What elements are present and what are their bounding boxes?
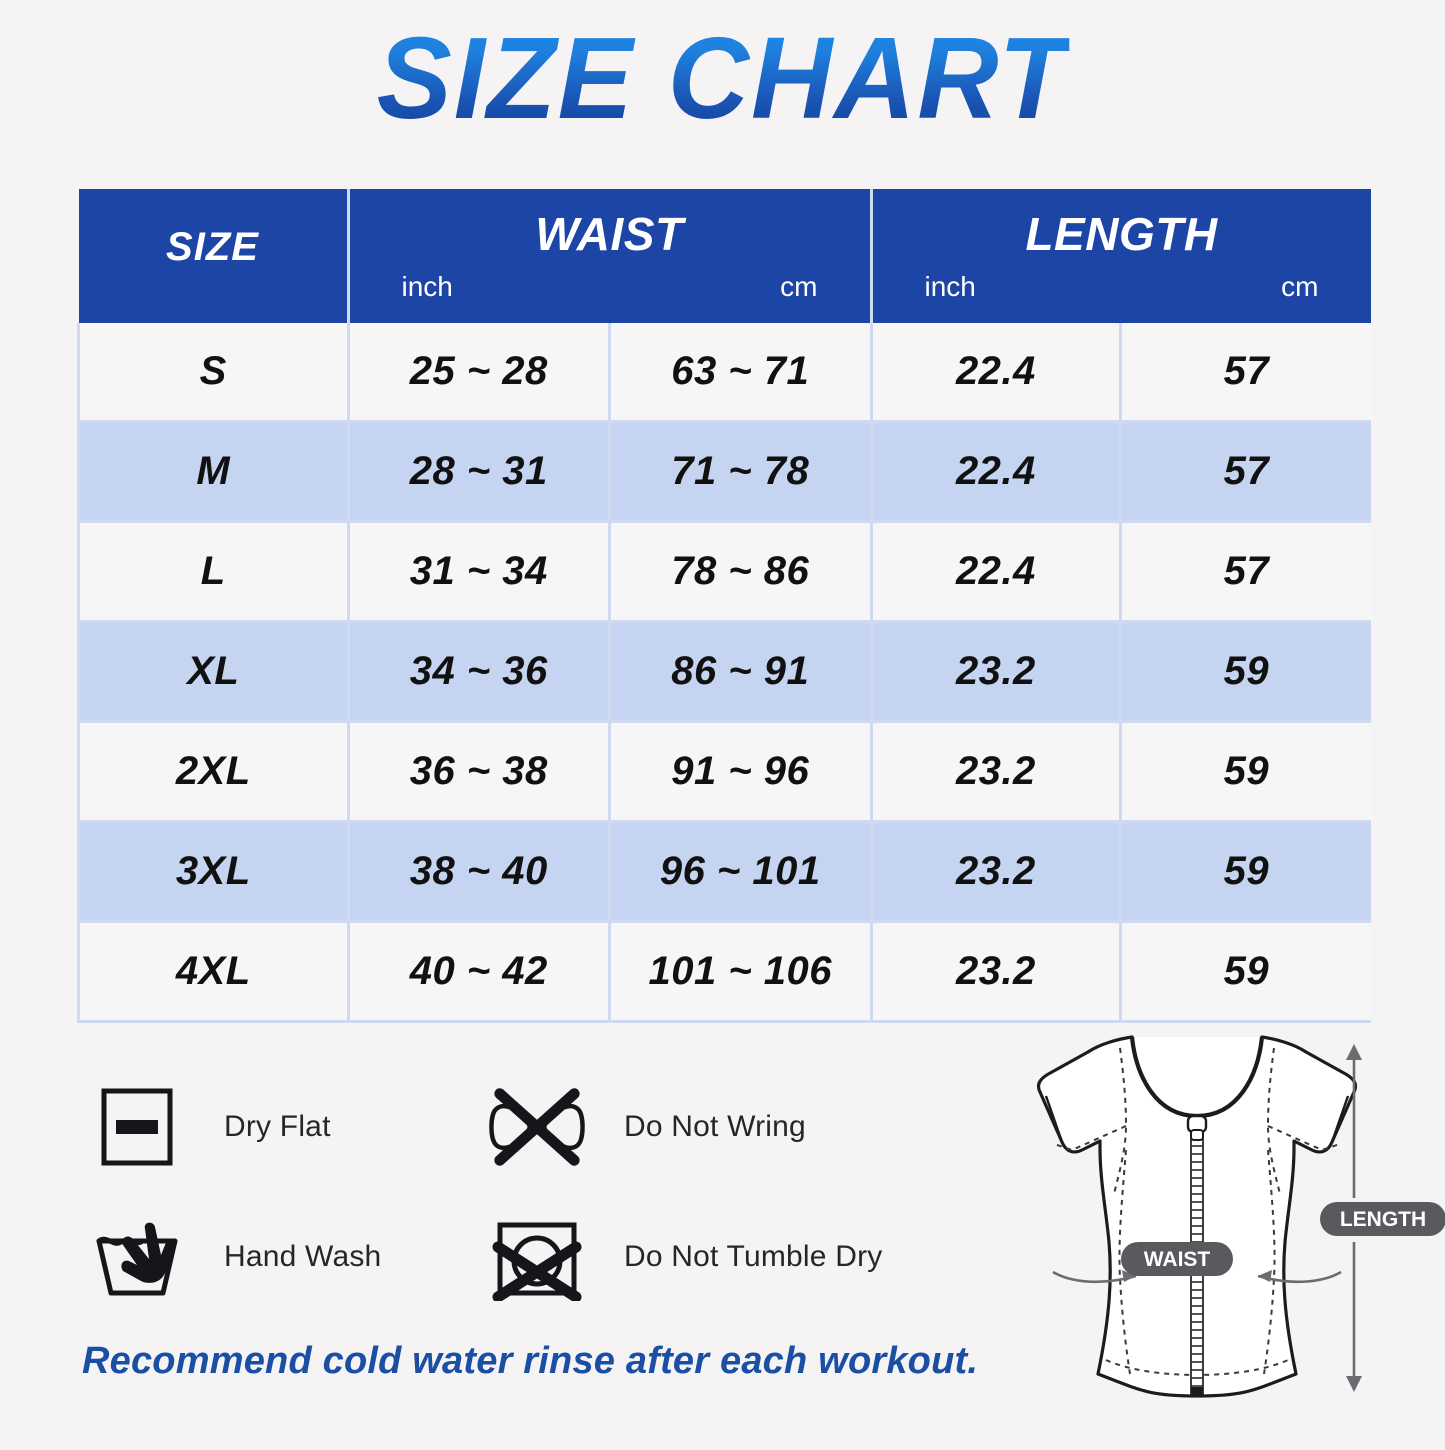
- cell-length-cm: 57: [1119, 521, 1371, 623]
- header-length-label: LENGTH: [1025, 208, 1218, 260]
- header-waist-inch: inch: [401, 271, 453, 302]
- size-chart-table: SIZE WAIST inch cm LENGTH inch cm S 25 ~ …: [77, 189, 1371, 1023]
- cell-length-cm: 57: [1119, 323, 1371, 423]
- recommendation-text: Recommend cold water rinse after each wo…: [82, 1340, 979, 1382]
- cell-waist-cm: 63 ~ 71: [608, 323, 871, 423]
- care-item-do-not-tumble-dry: Do Not Tumble Dry: [488, 1208, 948, 1306]
- table-body: S 25 ~ 28 63 ~ 71 22.4 57 M 28 ~ 31 71 ~ 78 22.4…: [77, 323, 1371, 1023]
- care-label-hand-wash: Hand Wash: [224, 1240, 382, 1273]
- header-cell-length: LENGTH inch cm: [869, 189, 1371, 323]
- cell-length-inch: 22.4: [869, 521, 1121, 623]
- table-row: S 25 ~ 28 63 ~ 71 22.4 57: [77, 323, 1371, 423]
- cell-waist-inch: 38 ~ 40: [346, 821, 610, 923]
- care-label-dry-flat: Dry Flat: [224, 1110, 331, 1143]
- cell-length-inch: 22.4: [869, 323, 1121, 423]
- cell-waist-cm: 86 ~ 91: [608, 621, 871, 723]
- cell-length-cm: 59: [1119, 921, 1371, 1023]
- cell-size: 2XL: [77, 721, 348, 823]
- cell-waist-inch: 40 ~ 42: [346, 921, 610, 1023]
- cell-length-inch: 23.2: [869, 821, 1121, 923]
- care-item-dry-flat: Dry Flat: [88, 1078, 488, 1176]
- cell-length-inch: 22.4: [869, 421, 1121, 523]
- cell-waist-cm: 78 ~ 86: [608, 521, 871, 623]
- header-cell-waist: WAIST inch cm: [346, 189, 871, 323]
- do-not-wring-icon: [488, 1078, 586, 1176]
- cell-size: S: [77, 323, 348, 423]
- waist-badge-text: WAIST: [1144, 1248, 1211, 1271]
- length-badge-text: LENGTH: [1340, 1208, 1426, 1231]
- cell-waist-cm: 71 ~ 78: [608, 421, 871, 523]
- table-row: L 31 ~ 34 78 ~ 86 22.4 57: [77, 521, 1371, 623]
- care-instructions: Dry Flat Do Not Wring: [88, 1062, 948, 1322]
- header-length-cm: cm: [1281, 271, 1319, 302]
- table-header: SIZE WAIST inch cm LENGTH inch cm: [78, 189, 1371, 323]
- table-row: M 28 ~ 31 71 ~ 78 22.4 57: [77, 421, 1371, 523]
- header-length-units: inch cm: [873, 257, 1371, 303]
- cell-waist-inch: 36 ~ 38: [346, 721, 610, 823]
- table-row: 4XL 40 ~ 42 101 ~ 106 23.2 59: [77, 921, 1371, 1023]
- garment-diagram: WAIST LENGTH: [950, 1030, 1445, 1445]
- cell-waist-cm: 96 ~ 101: [608, 821, 871, 923]
- cell-length-inch: 23.2: [869, 921, 1121, 1023]
- cell-length-cm: 59: [1119, 621, 1371, 723]
- cell-waist-cm: 101 ~ 106: [608, 921, 871, 1023]
- cell-length-cm: 59: [1119, 821, 1371, 923]
- hand-wash-icon: [88, 1208, 186, 1306]
- cell-length-inch: 23.2: [869, 721, 1121, 823]
- cell-waist-inch: 31 ~ 34: [346, 521, 610, 623]
- header-waist-units: inch cm: [350, 257, 870, 303]
- care-label-do-not-wring: Do Not Wring: [624, 1110, 806, 1143]
- header-waist-cm: cm: [780, 271, 818, 302]
- cell-waist-inch: 28 ~ 31: [346, 421, 610, 523]
- dry-flat-icon: [88, 1078, 186, 1176]
- page-title: SIZE CHART: [376, 13, 1069, 143]
- cell-size: L: [77, 521, 348, 623]
- table-row: XL 34 ~ 36 86 ~ 91 23.2 59: [77, 621, 1371, 723]
- header-length-inch: inch: [924, 271, 976, 302]
- cell-waist-cm: 91 ~ 96: [608, 721, 871, 823]
- care-item-do-not-wring: Do Not Wring: [488, 1078, 948, 1176]
- cell-waist-inch: 34 ~ 36: [346, 621, 610, 723]
- cell-length-cm: 57: [1119, 421, 1371, 523]
- do-not-tumble-dry-icon: [488, 1208, 586, 1306]
- table-row: 2XL 36 ~ 38 91 ~ 96 23.2 59: [77, 721, 1371, 823]
- cell-length-cm: 59: [1119, 721, 1371, 823]
- page-title-container: SIZE CHART: [0, 13, 1445, 143]
- table-header-row: SIZE WAIST inch cm LENGTH inch cm: [78, 189, 1371, 323]
- header-waist-label: WAIST: [535, 208, 684, 260]
- header-cell-size: SIZE: [78, 189, 348, 323]
- cell-waist-inch: 25 ~ 28: [346, 323, 610, 423]
- care-label-do-not-tumble-dry: Do Not Tumble Dry: [624, 1240, 883, 1273]
- header-size-label: SIZE: [166, 225, 259, 269]
- cell-length-inch: 23.2: [869, 621, 1121, 723]
- cell-size: M: [77, 421, 348, 523]
- cell-size: 3XL: [77, 821, 348, 923]
- cell-size: XL: [77, 621, 348, 723]
- care-row-1: Dry Flat Do Not Wring: [88, 1062, 948, 1192]
- care-row-2: Hand Wash Do Not Tumble Dry: [88, 1192, 948, 1322]
- cell-size: 4XL: [77, 921, 348, 1023]
- care-item-hand-wash: Hand Wash: [88, 1208, 488, 1306]
- table-row: 3XL 38 ~ 40 96 ~ 101 23.2 59: [77, 821, 1371, 923]
